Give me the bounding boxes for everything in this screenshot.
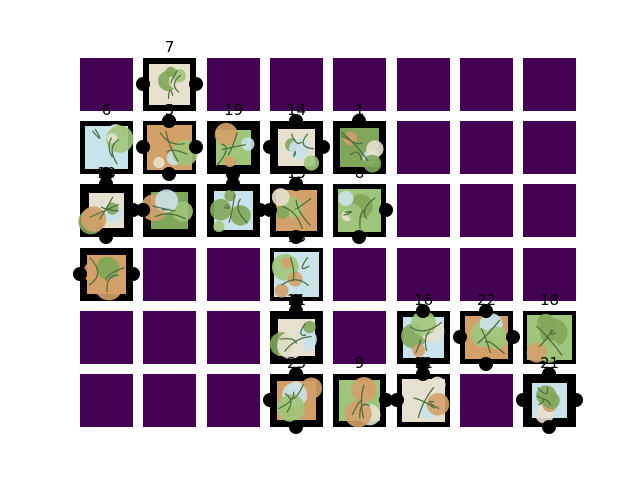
empty-slot[interactable]: [80, 374, 133, 427]
empty-slot[interactable]: [80, 311, 133, 364]
puzzle-piece-image: [263, 177, 323, 244]
puzzle-piece[interactable]: 14: [263, 101, 330, 174]
puzzle-piece[interactable]: 3: [136, 164, 196, 237]
piece-number-label: 7: [164, 38, 175, 56]
puzzle-piece[interactable]: 22: [453, 291, 520, 371]
puzzle-piece-image: [136, 114, 203, 181]
piece-number-label: 6: [101, 101, 112, 119]
piece-number-label: 1: [354, 101, 365, 119]
empty-slot[interactable]: [143, 248, 196, 301]
piece-number-label: 5: [164, 101, 175, 119]
puzzle-piece[interactable]: 7: [136, 38, 203, 111]
empty-slot[interactable]: [333, 248, 386, 301]
puzzle-piece[interactable]: 19: [207, 101, 260, 181]
piece-number-label: 16: [413, 291, 434, 309]
piece-number-label: 11: [286, 291, 307, 309]
piece-number-label: 23: [286, 354, 307, 372]
empty-slot[interactable]: [80, 58, 133, 111]
puzzle-piece[interactable]: 10: [78, 164, 140, 244]
puzzle-piece-image: [136, 184, 196, 237]
empty-slot[interactable]: [460, 374, 513, 427]
puzzle-piece-image: [333, 184, 393, 244]
puzzle-piece-image: [73, 248, 140, 301]
puzzle-piece[interactable]: 21: [516, 354, 583, 434]
piece-number-label: 8: [354, 164, 365, 182]
empty-slot[interactable]: [143, 374, 196, 427]
piece-number-label: 15: [286, 164, 307, 182]
puzzle-piece-image: [263, 367, 323, 434]
puzzle-piece-image: [269, 304, 323, 364]
piece-number-label: 22: [476, 291, 497, 309]
empty-slot[interactable]: [523, 248, 576, 301]
empty-slot[interactable]: [523, 121, 576, 174]
puzzle-piece-image: [80, 121, 134, 181]
empty-slot[interactable]: [143, 311, 196, 364]
empty-slot[interactable]: [333, 58, 386, 111]
empty-slot[interactable]: [523, 58, 576, 111]
piece-number-label: 21: [539, 354, 560, 372]
puzzle-piece[interactable]: 8: [333, 164, 393, 244]
empty-slot[interactable]: [333, 311, 386, 364]
puzzle-piece[interactable]: 15: [263, 164, 323, 244]
empty-slot[interactable]: [523, 184, 576, 237]
piece-number-label: 18: [539, 291, 560, 309]
empty-slot[interactable]: [270, 58, 323, 111]
empty-slot[interactable]: [460, 184, 513, 237]
puzzle-piece[interactable]: 23: [263, 354, 323, 434]
puzzle-piece[interactable]: 13: [270, 228, 323, 308]
empty-slot[interactable]: [460, 58, 513, 111]
puzzle-piece[interactable]: 1: [333, 101, 386, 174]
puzzle-piece-image: [270, 248, 323, 308]
piece-number-label: 10: [96, 164, 117, 182]
puzzle-piece-image: [207, 177, 267, 237]
puzzle-piece-image: [397, 304, 450, 371]
piece-number-label: 4: [228, 164, 239, 182]
empty-slot[interactable]: [207, 311, 260, 364]
puzzle-piece-image: [453, 304, 520, 371]
empty-slot[interactable]: [207, 58, 260, 111]
puzzle-piece-image: [523, 311, 576, 364]
piece-number-label: 13: [286, 228, 307, 246]
puzzle-piece-image: [333, 114, 386, 174]
piece-number-label: 2: [101, 228, 112, 246]
puzzle-piece[interactable]: 9: [333, 354, 393, 428]
empty-slot[interactable]: [460, 121, 513, 174]
puzzle-piece[interactable]: 4: [207, 164, 267, 237]
empty-slot[interactable]: [397, 248, 450, 301]
puzzle-piece[interactable]: 18: [523, 291, 576, 364]
empty-slot[interactable]: [207, 374, 260, 427]
puzzle-piece-image: [136, 58, 203, 111]
puzzle-piece-image: [333, 374, 393, 428]
puzzle-piece[interactable]: 11: [269, 291, 323, 364]
empty-slot[interactable]: [460, 248, 513, 301]
piece-number-label: 3: [164, 164, 175, 182]
puzzle-piece[interactable]: 5: [136, 101, 203, 181]
piece-number-label: 9: [354, 354, 365, 372]
puzzle-piece-image: [263, 114, 330, 174]
empty-slot[interactable]: [397, 58, 450, 111]
puzzle-piece[interactable]: 6: [80, 101, 134, 181]
piece-number-label: 14: [286, 101, 307, 119]
empty-slot[interactable]: [397, 121, 450, 174]
piece-number-label: 19: [223, 101, 244, 119]
puzzle-piece-image: [78, 177, 140, 244]
puzzle-piece[interactable]: 12: [390, 354, 450, 427]
empty-slot[interactable]: [207, 248, 260, 301]
puzzle-piece-image: [390, 367, 450, 427]
puzzle-piece-image: [516, 367, 583, 434]
puzzle-piece-image: [207, 121, 260, 181]
puzzle-piece[interactable]: 2: [73, 228, 140, 301]
puzzle-piece[interactable]: 16: [397, 291, 450, 371]
empty-slot[interactable]: [397, 184, 450, 237]
piece-number-label: 12: [413, 354, 434, 372]
